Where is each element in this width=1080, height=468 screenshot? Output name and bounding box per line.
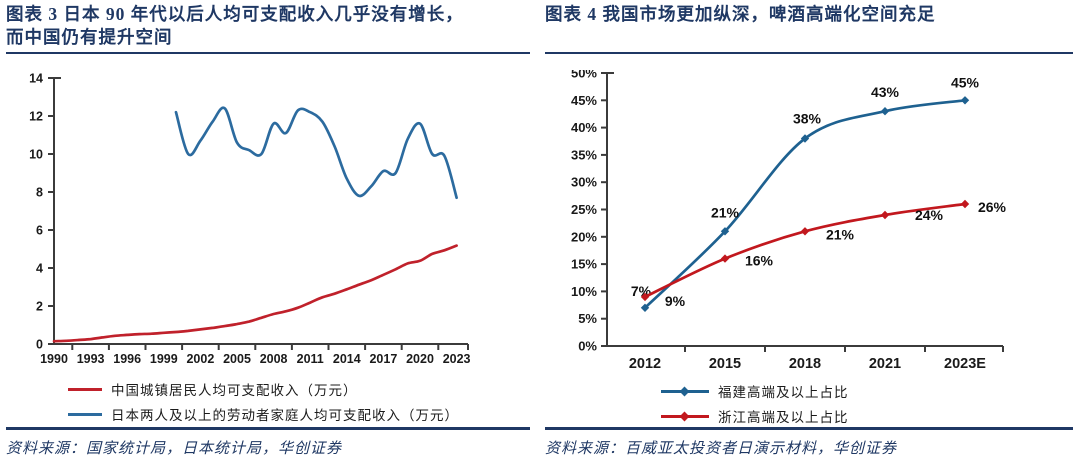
figure-3-title-rule bbox=[6, 52, 530, 54]
svg-text:2002: 2002 bbox=[186, 352, 214, 366]
figure-4-legend: 福建高端及以上占比 浙江高端及以上占比 bbox=[661, 381, 849, 426]
svg-text:0: 0 bbox=[36, 338, 43, 352]
svg-text:21%: 21% bbox=[711, 204, 740, 220]
legend-label-zhejiang: 浙江高端及以上占比 bbox=[718, 410, 849, 425]
svg-text:14: 14 bbox=[29, 72, 43, 86]
figure-4: 图表 4 我国市场更加纵深，啤酒高端化空间充足 0% 5% 10% 15% 20% 25%… bbox=[545, 0, 1073, 468]
svg-text:2015: 2015 bbox=[709, 356, 741, 372]
svg-text:2018: 2018 bbox=[789, 356, 821, 372]
svg-text:12: 12 bbox=[29, 110, 43, 124]
svg-text:45%: 45% bbox=[951, 74, 980, 90]
figure-3-source: 资料来源：国家统计局，日本统计局，华创证券 bbox=[6, 441, 343, 457]
figure-3-legend: 中国城镇居民人均可支配收入（万元） 日本两人及以上的劳动者家庭人均可支配收入（万… bbox=[68, 379, 459, 424]
zhejiang-line-swatch bbox=[661, 411, 709, 421]
svg-text:50%: 50% bbox=[571, 70, 597, 81]
svg-text:2021: 2021 bbox=[869, 356, 901, 372]
svg-text:40%: 40% bbox=[571, 120, 597, 135]
svg-text:6: 6 bbox=[36, 224, 43, 238]
china-line-swatch bbox=[68, 385, 102, 394]
figure-3: 图表 3 日本 90 年代以后人均可支配收入几乎没有增长，而中国仍有提升空间 0… bbox=[6, 0, 530, 468]
svg-text:2008: 2008 bbox=[260, 352, 288, 366]
svg-text:24%: 24% bbox=[915, 207, 944, 223]
svg-text:20%: 20% bbox=[571, 229, 597, 244]
svg-text:2014: 2014 bbox=[333, 352, 361, 366]
svg-text:10%: 10% bbox=[571, 284, 597, 299]
svg-text:26%: 26% bbox=[978, 199, 1007, 215]
svg-text:21%: 21% bbox=[826, 226, 855, 242]
svg-text:2017: 2017 bbox=[369, 352, 397, 366]
figure-3-title: 图表 3 日本 90 年代以后人均可支配收入几乎没有增长，而中国仍有提升空间 bbox=[6, 4, 464, 47]
figure-4-title: 图表 4 我国市场更加纵深，啤酒高端化空间充足 bbox=[545, 4, 936, 24]
fujian-line-swatch bbox=[661, 386, 709, 396]
svg-text:16%: 16% bbox=[745, 253, 774, 269]
figure-4-line-chart: 0% 5% 10% 15% 20% 25% 30% 35% 40% 45% 50% 2012 2015 2… bbox=[571, 70, 1007, 372]
svg-text:0%: 0% bbox=[578, 339, 597, 354]
blue-diamond-marker-icon bbox=[679, 386, 690, 396]
figure-3-line-chart: 0 2 4 6 8 10 12 14 1990 1993 1996 1999 2002 2005 2008 2… bbox=[29, 72, 471, 367]
svg-text:5%: 5% bbox=[578, 311, 597, 326]
figure-4-bottom-rule bbox=[545, 427, 1073, 430]
red-diamond-marker-icon bbox=[679, 411, 690, 421]
svg-text:2020: 2020 bbox=[406, 352, 434, 366]
legend-item-zhejiang: 浙江高端及以上占比 bbox=[661, 406, 849, 426]
svg-text:38%: 38% bbox=[793, 111, 822, 127]
figure-3-bottom-rule bbox=[6, 427, 530, 430]
svg-text:1993: 1993 bbox=[77, 352, 105, 366]
svg-text:2012: 2012 bbox=[629, 356, 661, 372]
svg-text:1999: 1999 bbox=[150, 352, 178, 366]
svg-text:2023E: 2023E bbox=[944, 356, 986, 372]
svg-text:45%: 45% bbox=[571, 93, 597, 108]
svg-text:43%: 43% bbox=[871, 84, 900, 100]
svg-text:15%: 15% bbox=[571, 257, 597, 272]
svg-text:1990: 1990 bbox=[40, 352, 68, 366]
legend-item-japan: 日本两人及以上的劳动者家庭人均可支配收入（万元） bbox=[68, 404, 459, 424]
blue-line-swatch bbox=[68, 412, 102, 416]
figure-4-title-rule bbox=[545, 52, 1073, 54]
legend-label-japan: 日本两人及以上的劳动者家庭人均可支配收入（万元） bbox=[111, 408, 459, 423]
svg-text:2: 2 bbox=[36, 300, 43, 314]
svg-text:1996: 1996 bbox=[113, 352, 141, 366]
svg-text:2011: 2011 bbox=[297, 352, 324, 366]
red-line-swatch bbox=[68, 387, 102, 391]
svg-text:2023: 2023 bbox=[443, 352, 471, 366]
svg-text:30%: 30% bbox=[571, 175, 597, 190]
legend-item-china: 中国城镇居民人均可支配收入（万元） bbox=[68, 379, 459, 399]
svg-text:35%: 35% bbox=[571, 147, 597, 162]
legend-item-fujian: 福建高端及以上占比 bbox=[661, 381, 849, 401]
legend-label-china: 中国城镇居民人均可支配收入（万元） bbox=[111, 383, 358, 398]
svg-text:4: 4 bbox=[36, 262, 43, 276]
svg-text:25%: 25% bbox=[571, 202, 597, 217]
svg-text:9%: 9% bbox=[665, 293, 686, 309]
svg-text:2005: 2005 bbox=[223, 352, 251, 366]
figure-4-source: 资料来源：百威亚太投资者日演示材料，华创证券 bbox=[545, 441, 898, 457]
japan-line-swatch bbox=[68, 410, 102, 419]
legend-label-fujian: 福建高端及以上占比 bbox=[718, 385, 849, 400]
svg-text:8: 8 bbox=[36, 186, 43, 200]
svg-text:10: 10 bbox=[29, 148, 43, 162]
